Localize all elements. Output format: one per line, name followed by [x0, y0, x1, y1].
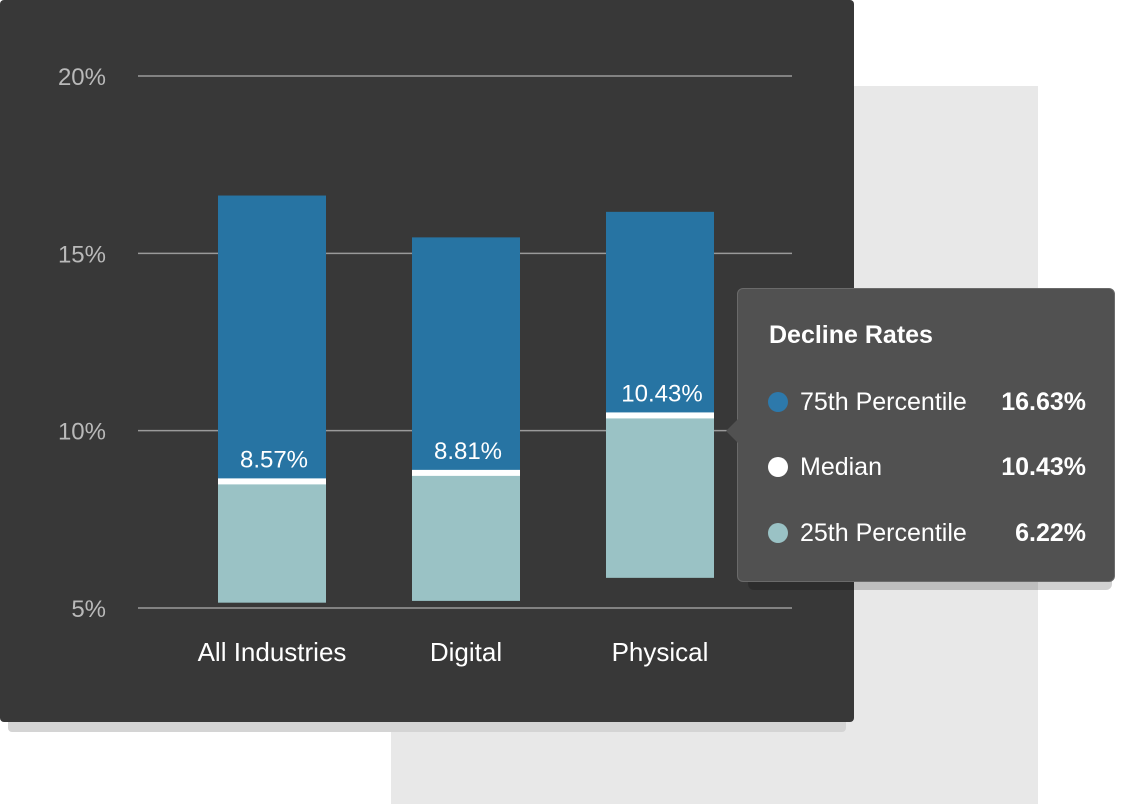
median-line	[412, 469, 520, 476]
tooltip-title: Decline Rates	[769, 321, 933, 349]
bar-chart: 5% 10% 15% 20% 8.57% All Industries 8.81% Digit…	[58, 64, 792, 667]
bar-upper-segment	[412, 237, 520, 473]
median-label: 10.43%	[621, 380, 702, 407]
tooltip-row-value: 16.63%	[1001, 387, 1086, 416]
median-line	[218, 478, 326, 485]
tooltip-row-value: 6.22%	[1015, 518, 1086, 547]
bar-lower-segment	[218, 481, 326, 603]
median-label: 8.57%	[240, 446, 308, 473]
bar-upper-segment	[218, 195, 326, 482]
bar-upper-segment	[606, 211, 714, 416]
tooltip-row-label: 25th Percentile	[800, 518, 967, 547]
category-label: All Industries	[198, 637, 347, 667]
dot-median-icon	[768, 457, 788, 477]
tooltip-row-value: 10.43%	[1001, 452, 1086, 481]
tooltip-arrow	[726, 419, 738, 443]
tooltip: Decline Rates 75th Percentile 16.63% Med…	[726, 288, 1115, 582]
category-label: Digital	[430, 637, 502, 667]
y-tick-label: 10%	[58, 419, 106, 446]
dot-25th-icon	[768, 523, 788, 543]
y-tick-label: 15%	[58, 241, 106, 268]
tooltip-row-25th: 25th Percentile 6.22%	[768, 517, 1086, 549]
y-tick-label: 20%	[58, 64, 106, 91]
y-tick-label: 5%	[71, 596, 106, 623]
bar-lower-segment	[412, 472, 520, 601]
median-line	[606, 412, 714, 419]
bar-lower-segment	[606, 415, 714, 578]
chart-card: 5% 10% 15% 20% 8.57% All Industries 8.81% Digit…	[0, 0, 854, 722]
tooltip-row-median: Median 10.43%	[768, 451, 1086, 483]
tooltip-row-label: 75th Percentile	[800, 387, 967, 416]
category-label: Physical	[612, 637, 709, 667]
tooltip-row-label: Median	[800, 452, 882, 481]
median-label: 8.81%	[434, 438, 502, 465]
tooltip-row-75th: 75th Percentile 16.63%	[768, 386, 1086, 418]
dot-75th-icon	[768, 392, 788, 412]
